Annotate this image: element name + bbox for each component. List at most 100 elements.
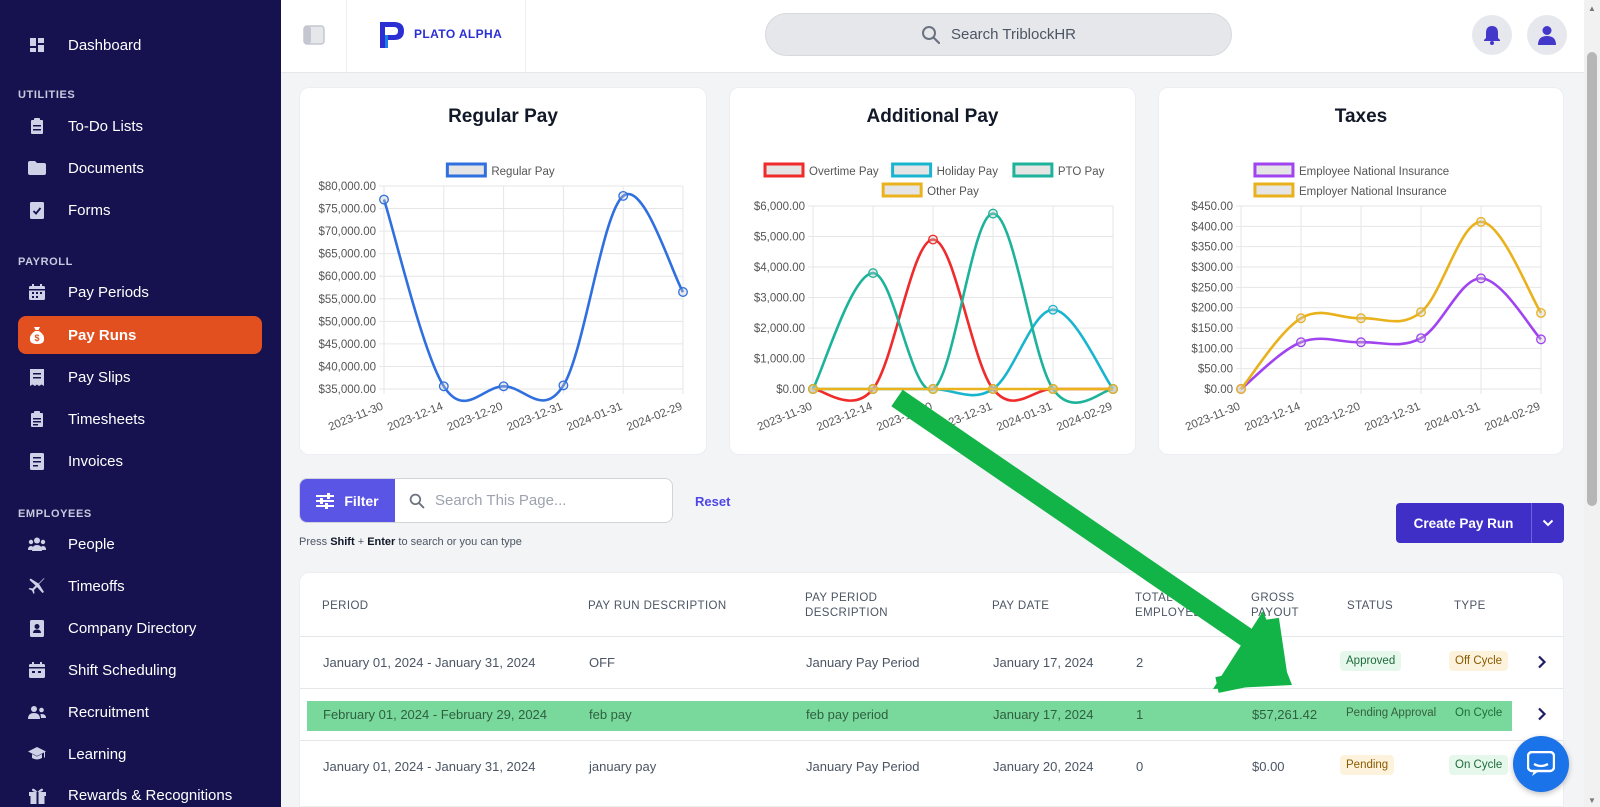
graduation-cap-icon [28, 745, 46, 763]
clipboard-list-icon [28, 410, 46, 428]
filter-button[interactable]: Filter [300, 479, 395, 522]
page-search-placeholder: Search This Page... [435, 492, 567, 509]
global-search-input[interactable]: Search TriblockHR [765, 13, 1232, 56]
create-pay-run-label[interactable]: Create Pay Run [1396, 503, 1532, 543]
notifications-button[interactable] [1472, 15, 1512, 55]
col-period[interactable]: PERIOD [322, 600, 369, 612]
sidebar: Dashboard UTILITIES To-Do Lists Document… [0, 0, 281, 807]
y-tick-label: $0.00 [776, 384, 805, 396]
create-pay-run-dropdown[interactable] [1532, 503, 1564, 543]
col-pay-period-description[interactable]: PAY PERIOD DESCRIPTION [805, 591, 888, 621]
sidebar-item-forms[interactable]: Forms [18, 191, 262, 229]
sidebar-toggle-icon[interactable] [303, 24, 325, 46]
y-tick-label: $300.00 [1191, 262, 1233, 274]
bell-icon [1484, 26, 1500, 45]
series-line [812, 308, 1115, 397]
data-point [1416, 307, 1426, 318]
chart-title: Regular Pay [448, 106, 558, 127]
col-status[interactable]: STATUS [1347, 600, 1394, 612]
chevron-right-icon[interactable] [1537, 707, 1547, 721]
chevron-down-icon [1542, 519, 1554, 527]
col-total-employees[interactable]: TOTAL EMPLOYEES [1135, 591, 1210, 621]
col-header-line: PAYOUT [1251, 607, 1299, 619]
sidebar-item-timeoffs[interactable]: Timeoffs [18, 567, 262, 605]
cell-description: january pay [589, 759, 657, 774]
scroll-up-icon[interactable]: ▲ [1588, 4, 1596, 13]
page-search-input[interactable]: Search This Page... [395, 479, 672, 522]
sidebar-item-recruitment[interactable]: Recruitment [18, 693, 262, 731]
sidebar-item-label: Shift Scheduling [68, 661, 177, 679]
hint-plus: + [357, 536, 365, 548]
type-badge: On Cycle [1449, 755, 1509, 775]
sidebar-item-invoices[interactable]: Invoices [18, 442, 262, 480]
sidebar-item-label: Documents [68, 159, 144, 177]
create-pay-run-button[interactable]: Create Pay Run [1396, 503, 1564, 543]
table-row-highlighted[interactable]: February 01, 2024 - February 29, 2024 fe… [300, 688, 1563, 740]
col-type[interactable]: TYPE [1454, 600, 1486, 612]
hint-text: to search or you can type [398, 536, 522, 548]
sidebar-item-documents[interactable]: Documents [18, 149, 262, 187]
sidebar-item-company-directory[interactable]: Company Directory [18, 609, 262, 647]
sidebar-item-label: Learning [68, 745, 127, 763]
x-tick-label: 2023-12-31 [1363, 401, 1422, 434]
y-tick-label: $250.00 [1191, 282, 1233, 294]
legend-label: Employer National Insurance [1299, 186, 1447, 198]
scroll-down-icon[interactable]: ▼ [1588, 796, 1596, 805]
additional-pay-chart: $6,000.00 $5,000.00 $4,000.00 $3,000.00 $2,0… [754, 162, 1118, 434]
legend-label: Holiday Pay [937, 166, 999, 178]
sidebar-item-pay-runs[interactable]: $ Pay Runs [18, 316, 262, 354]
table-row[interactable]: January 01, 2024 - January 31, 2024 janu… [300, 740, 1563, 792]
cell-gross: $0.00 [1252, 759, 1285, 774]
cell-period: January 01, 2024 - January 31, 2024 [323, 655, 536, 670]
sidebar-item-pay-slips[interactable]: Pay Slips [18, 358, 262, 396]
data-point [1536, 308, 1546, 318]
sidebar-item-people[interactable]: People [18, 525, 262, 563]
y-tick-label: $400.00 [1191, 221, 1233, 233]
receipt-icon [28, 368, 46, 386]
x-tick-label: 2024-01-31 [995, 401, 1054, 434]
cell-pay-period-description: feb pay period [806, 707, 889, 722]
scrollbar-thumb[interactable] [1587, 52, 1597, 506]
col-header-line: DESCRIPTION [805, 607, 888, 619]
col-pay-run-description[interactable]: PAY RUN DESCRIPTION [588, 600, 727, 612]
global-search-placeholder: Search TriblockHR [950, 26, 1077, 43]
col-gross-payout[interactable]: GROSS PAYOUT [1251, 591, 1299, 621]
profile-button[interactable] [1527, 15, 1567, 55]
sidebar-item-rewards[interactable]: Rewards & Recognitions [18, 776, 262, 807]
x-tick-label: 2023-11-30 [756, 401, 814, 434]
data-point [1356, 313, 1366, 324]
x-tick-label: 2024-02-29 [625, 401, 684, 434]
brand-logo[interactable]: PLATO ALPHA [376, 18, 502, 50]
sidebar-item-dashboard[interactable]: Dashboard [18, 26, 262, 64]
y-tick-label: $4,000.00 [754, 262, 805, 274]
chevron-right-icon[interactable] [1537, 655, 1547, 669]
reset-link[interactable]: Reset [695, 494, 731, 509]
sidebar-item-shift-scheduling[interactable]: Shift Scheduling [18, 651, 262, 689]
chart-title: Additional Pay [866, 106, 999, 127]
sidebar-item-label: Pay Periods [68, 283, 149, 301]
x-tick-label: 2023-11-30 [1184, 401, 1242, 434]
cell-description: feb pay [589, 707, 632, 722]
x-tick-label: 2023-12-20 [875, 401, 934, 434]
sidebar-item-todo[interactable]: To-Do Lists [18, 107, 262, 145]
cell-pay-date: January 20, 2024 [993, 759, 1094, 774]
legend-label: Employee National Insurance [1299, 166, 1449, 178]
col-pay-date[interactable]: PAY DATE [992, 600, 1050, 612]
y-tick-label: $5,000.00 [754, 232, 805, 244]
status-badge: Pending [1340, 755, 1395, 775]
directory-icon [28, 619, 46, 637]
topbar-divider [525, 0, 526, 73]
calendar-icon [28, 283, 46, 301]
sidebar-item-timesheets[interactable]: Timesheets [18, 400, 262, 438]
sidebar-item-label: Forms [68, 201, 111, 219]
data-point [1048, 304, 1058, 315]
page-scrollbar[interactable]: ▲ ▼ [1584, 0, 1600, 807]
people-icon [28, 535, 46, 553]
legend-label: Overtime Pay [809, 166, 879, 178]
sidebar-item-pay-periods[interactable]: Pay Periods [18, 273, 262, 311]
chat-button[interactable] [1513, 736, 1569, 792]
data-point [988, 384, 998, 394]
sidebar-item-learning[interactable]: Learning [18, 735, 262, 773]
col-header-line: PAY PERIOD [805, 592, 878, 604]
table-row[interactable]: January 01, 2024 - January 31, 2024 OFF … [300, 636, 1563, 688]
